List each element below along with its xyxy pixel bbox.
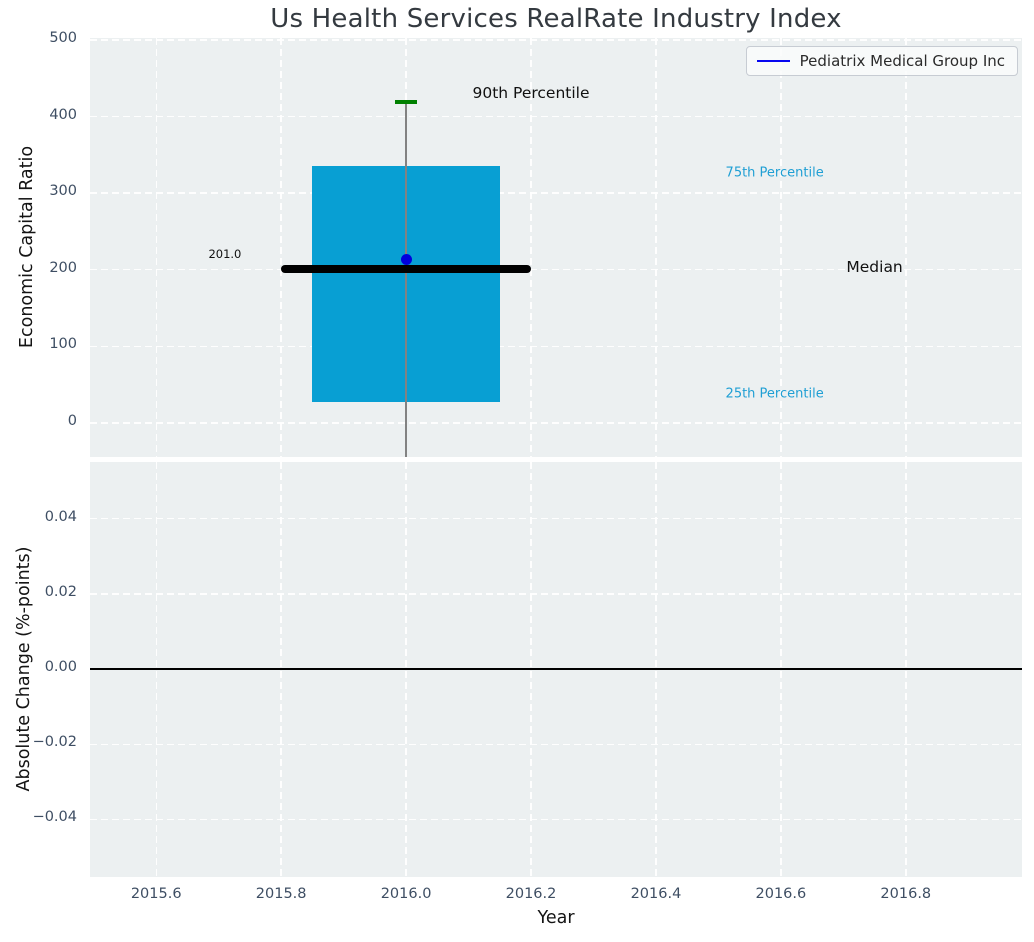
gridline-vertical: [280, 38, 282, 457]
y-tick-label: 300: [49, 183, 77, 200]
y-axis-label-economic-capital-ratio: Economic Capital Ratio: [17, 145, 37, 349]
y-tick-label: 0: [67, 412, 77, 429]
axes-absolute-change: [90, 462, 1022, 877]
annotation-201-0: 201.0: [208, 246, 242, 261]
x-tick-label: 2016.4: [630, 886, 682, 902]
zero-line: [90, 668, 1022, 670]
y-tick-label: 400: [49, 106, 77, 123]
p90-cap: [394, 100, 418, 104]
axes-economic-capital-ratio: 90th Percentile 75th Percentile Median 25th…: [90, 38, 1022, 457]
x-tick-label: 2015.6: [130, 886, 182, 902]
annotation-median: Median: [846, 257, 903, 276]
y-tick-label: 0.02: [44, 583, 77, 600]
gridline-horizontal: [90, 39, 1022, 41]
y-tick-label: 200: [49, 259, 77, 276]
x-tick-label: 2015.8: [255, 886, 307, 902]
gridline-horizontal: [90, 518, 1022, 520]
gridline-vertical: [530, 38, 532, 457]
gridline-horizontal: [90, 593, 1022, 595]
median-line: [281, 264, 531, 273]
legend-line-sample: [756, 60, 790, 62]
x-tick-label: 2016.0: [380, 886, 432, 902]
annotation-90th-percentile: 90th Percentile: [472, 83, 590, 102]
gridline-horizontal: [90, 818, 1022, 821]
gridline-horizontal: [90, 422, 1022, 424]
whisker-line: [405, 101, 407, 457]
x-tick-label: 2016.2: [505, 886, 557, 902]
y-tick-label: 500: [49, 29, 77, 46]
y-tick-label: −0.02: [32, 734, 77, 751]
x-axis-label-year: Year: [537, 908, 575, 928]
gridline-vertical: [155, 38, 157, 457]
gridline-horizontal: [90, 269, 1022, 271]
y-tick-label: −0.04: [32, 809, 77, 826]
gridline-horizontal: [90, 115, 1022, 118]
annotation-25th-percentile: 25th Percentile: [725, 386, 824, 402]
legend: Pediatrix Medical Group Inc: [745, 46, 1018, 76]
legend-label: Pediatrix Medical Group Inc: [799, 52, 1005, 70]
x-tick-label: 2016.6: [755, 886, 807, 902]
x-tick-label: 2016.8: [880, 886, 932, 902]
y-tick-label: 0.00: [44, 659, 77, 676]
gridline-horizontal: [90, 192, 1022, 194]
annotation-75th-percentile: 75th Percentile: [725, 165, 824, 181]
gridline-vertical: [655, 38, 657, 457]
y-tick-label: 0.04: [44, 508, 77, 525]
gridline-horizontal: [90, 345, 1022, 347]
company-data-point: [400, 254, 412, 266]
gridline-horizontal: [90, 743, 1022, 745]
gridline-vertical: [780, 38, 782, 457]
chart-title: Us Health Services RealRate Industry Ind…: [270, 4, 842, 34]
gridline-vertical: [905, 38, 907, 457]
y-tick-label: 100: [49, 336, 77, 353]
